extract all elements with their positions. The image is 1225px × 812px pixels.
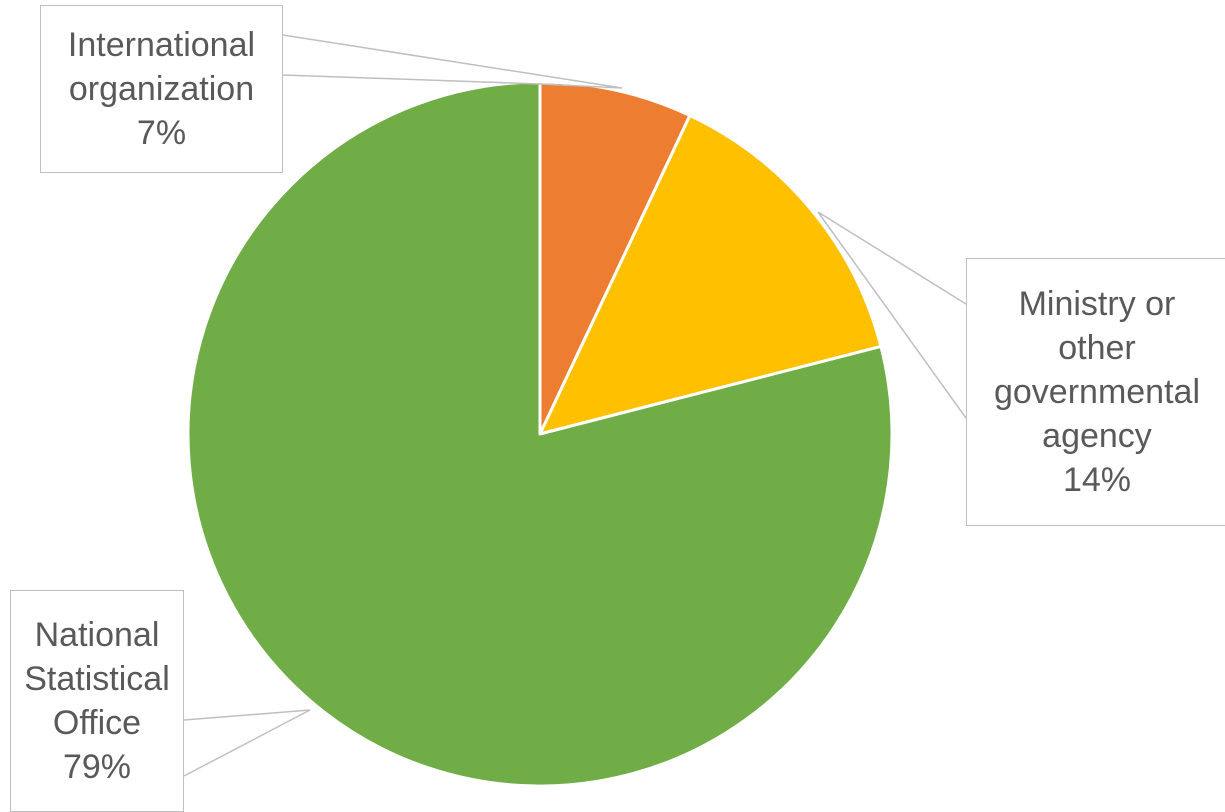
label-intl-line1: International [67, 26, 256, 64]
leader-line-ministry-box [817, 211, 967, 419]
label-intl-line2: organization [68, 70, 255, 108]
leader-line-ministry [817, 211, 967, 305]
label-ministry-line2: other [1058, 329, 1136, 367]
data-label-national-statistical-office: National Statistical Office 79% [10, 590, 184, 812]
label-ministry-percent: 14% [1062, 461, 1132, 499]
label-intl-percent: 7% [136, 114, 187, 152]
label-ministry-line3: governmental [993, 373, 1200, 411]
label-nso-percent: 79% [62, 748, 132, 786]
label-nso-line2: Statistical [24, 660, 170, 698]
pie-slice-national-statistical-office [186, 80, 894, 788]
label-ministry-line4: agency [1042, 417, 1152, 455]
label-nso-line3: Office [52, 704, 142, 742]
leader-line-intl-box [282, 74, 541, 85]
pie-slices [186, 80, 894, 788]
label-nso-line1: National [34, 616, 160, 654]
data-label-international-organization: International organization 7% [40, 5, 283, 173]
data-label-ministry: Ministry or other governmental agency 14… [966, 258, 1225, 526]
leader-line-nso-box [183, 709, 311, 777]
leader-line-nso [183, 709, 311, 721]
leader-lines [183, 34, 967, 777]
label-ministry-line1: Ministry or [1018, 285, 1176, 323]
leader-line-intl [282, 34, 623, 89]
pie-slice-ministry-or-other-governmental-agency [538, 114, 883, 436]
pie-slice-international-organization [538, 80, 692, 436]
